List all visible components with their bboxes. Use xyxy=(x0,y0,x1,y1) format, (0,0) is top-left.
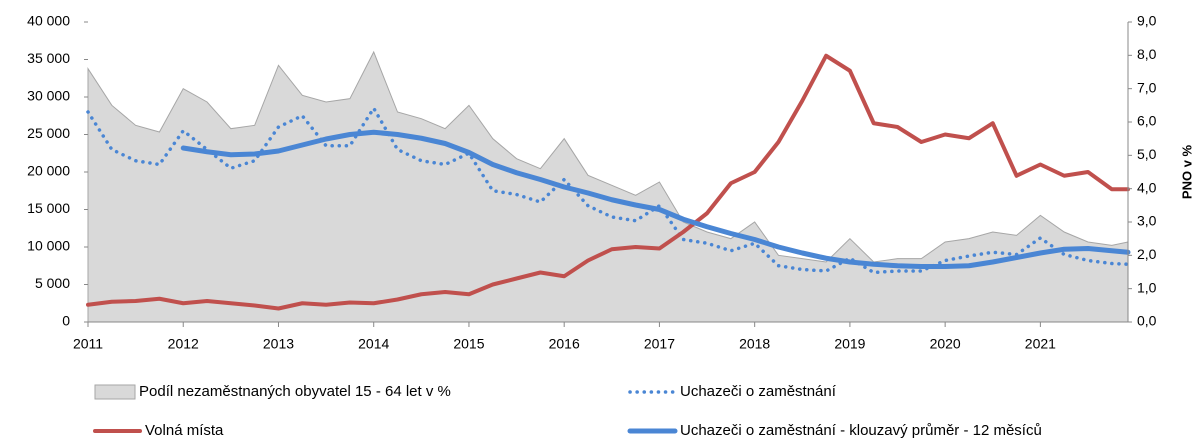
x-tick-label: 2017 xyxy=(644,336,675,352)
y-tick-label: 30 000 xyxy=(27,88,70,104)
y-tick-label: 5 000 xyxy=(35,275,70,291)
y2-tick-label: 5,0 xyxy=(1137,146,1157,162)
legend-label: Uchazeči o zaměstnání - klouzavý průměr … xyxy=(680,422,1042,439)
line xyxy=(86,106,1130,275)
y2-tick-label: 6,0 xyxy=(1137,113,1157,129)
x-tick-label: 2018 xyxy=(739,336,770,352)
y-tick-label: 15 000 xyxy=(27,200,70,216)
y2-tick-label: 2,0 xyxy=(1137,246,1157,262)
y2-tick-label: 8,0 xyxy=(1137,46,1157,62)
y2-axis-title: PNO v % xyxy=(1179,144,1194,199)
legend-label: Podíl nezaměstnaných obyvatel 15 - 64 le… xyxy=(139,383,451,400)
x-tick-label: 2016 xyxy=(549,336,580,352)
legend-label: Volná místa xyxy=(145,422,224,439)
x-tick-label: 2015 xyxy=(453,336,484,352)
y2-tick-label: 7,0 xyxy=(1137,79,1157,95)
y-tick-label: 10 000 xyxy=(27,238,70,254)
y2-tick-label: 1,0 xyxy=(1137,279,1157,295)
y-tick-label: 35 000 xyxy=(27,50,70,66)
x-tick-label: 2019 xyxy=(834,336,865,352)
x-tick-label: 2020 xyxy=(930,336,961,352)
legend-swatch xyxy=(94,384,136,400)
x-tick-label: 2011 xyxy=(73,336,103,352)
y-tick-label: 25 000 xyxy=(27,125,70,141)
line xyxy=(86,53,1130,311)
y-tick-label: 20 000 xyxy=(27,163,70,179)
line xyxy=(180,129,1131,269)
y2-tick-label: 9,0 xyxy=(1137,13,1157,29)
y2-tick-label: 3,0 xyxy=(1137,213,1157,229)
x-tick-label: 2012 xyxy=(168,336,199,352)
x-tick-label: 2021 xyxy=(1025,336,1056,352)
y-tick-label: 40 000 xyxy=(27,13,70,29)
area xyxy=(87,50,1129,323)
legend-label: Uchazeči o zaměstnání xyxy=(680,383,837,400)
y2-tick-label: 4,0 xyxy=(1137,179,1157,195)
x-tick-label: 2013 xyxy=(263,336,294,352)
x-tick-label: 2014 xyxy=(358,336,389,352)
y-tick-label: 0 xyxy=(62,313,70,329)
y2-tick-label: 0,0 xyxy=(1137,313,1157,329)
